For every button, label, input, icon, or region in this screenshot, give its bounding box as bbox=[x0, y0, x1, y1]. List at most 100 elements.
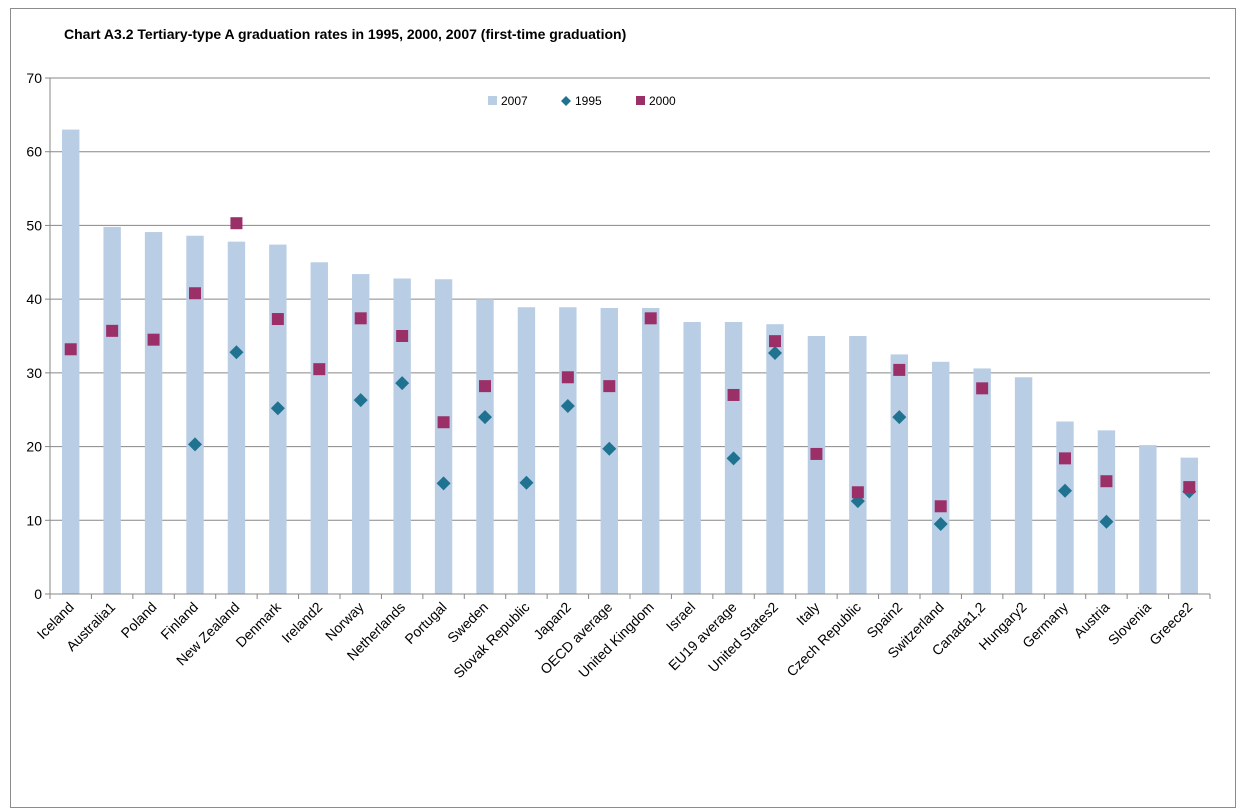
bar-2007 bbox=[269, 244, 287, 594]
marker-1995 bbox=[1099, 514, 1114, 529]
y-tick-label: 20 bbox=[26, 439, 42, 455]
category-label: Poland bbox=[118, 599, 160, 641]
marker-2000 bbox=[147, 333, 160, 346]
marker-2000 bbox=[1059, 452, 1071, 465]
marker-2000 bbox=[189, 287, 201, 300]
marker-2000 bbox=[976, 382, 989, 395]
marker-2000 bbox=[313, 363, 326, 376]
marker-1995 bbox=[436, 476, 451, 491]
category-label: Portugal bbox=[401, 599, 449, 647]
category-label: Ireland2 bbox=[278, 599, 325, 646]
marker-2000 bbox=[644, 312, 657, 325]
bar-2007 bbox=[62, 129, 80, 594]
bar-2007 bbox=[393, 278, 411, 594]
y-axis-ticks: 0 10 20 30 40 50 60 70 bbox=[26, 70, 42, 602]
bar-2007 bbox=[434, 279, 453, 594]
bar-2007 bbox=[310, 262, 328, 594]
bar-series-2007 bbox=[62, 129, 1198, 594]
bar-2007 bbox=[973, 368, 991, 594]
marker-2000 bbox=[727, 388, 740, 401]
chart-title: Chart A3.2 Tertiary-type A graduation ra… bbox=[64, 26, 627, 42]
marker-2000 bbox=[106, 324, 119, 337]
legend-swatch-2000 bbox=[636, 96, 645, 105]
bar-2007 bbox=[890, 354, 908, 594]
category-label: Greece2 bbox=[1146, 599, 1195, 648]
gridlines bbox=[50, 77, 1210, 521]
bar-2007 bbox=[352, 274, 370, 594]
marker-1995 bbox=[519, 475, 534, 490]
marker-1995 bbox=[768, 345, 782, 360]
category-label: Denmark bbox=[233, 598, 285, 650]
bar-2007 bbox=[103, 226, 121, 594]
category-label: Italy bbox=[793, 599, 822, 628]
marker-1995 bbox=[560, 399, 575, 414]
legend-label-2007: 2007 bbox=[501, 94, 528, 108]
bar-2007 bbox=[144, 232, 163, 594]
category-label: Slovak Republic bbox=[450, 599, 532, 681]
marker-2000 bbox=[271, 313, 284, 326]
bar-2007 bbox=[1097, 430, 1116, 594]
legend-label-2000: 2000 bbox=[649, 94, 676, 108]
bar-2007 bbox=[1139, 445, 1157, 594]
category-label: Czech Republic bbox=[783, 599, 864, 680]
bar-2007 bbox=[186, 235, 204, 594]
marker-2000 bbox=[1183, 481, 1196, 494]
marker-2000 bbox=[479, 380, 491, 393]
bar-2007 bbox=[932, 361, 950, 594]
marker-2000 bbox=[851, 486, 864, 499]
marker-2000 bbox=[561, 371, 574, 384]
marker-2000 bbox=[934, 500, 947, 513]
y-tick-label: 70 bbox=[26, 70, 42, 86]
marker-2000 bbox=[437, 416, 450, 429]
marker-1995 bbox=[229, 345, 244, 360]
marker-1995 bbox=[602, 441, 617, 456]
marker-1995 bbox=[395, 376, 410, 391]
marker-2000 bbox=[396, 330, 409, 342]
marker-1995 bbox=[188, 437, 202, 452]
marker-2000 bbox=[230, 217, 243, 230]
marker-2000 bbox=[893, 363, 906, 376]
marker-2000 bbox=[603, 380, 616, 393]
marker-2000 bbox=[1100, 475, 1113, 488]
marker-2000 bbox=[354, 312, 367, 325]
marker-1995 bbox=[892, 410, 907, 425]
bar-2007 bbox=[1014, 377, 1033, 594]
marker-2000 bbox=[64, 343, 77, 356]
y-tick-label: 10 bbox=[26, 512, 42, 528]
bar-2007 bbox=[559, 307, 577, 594]
legend-swatch-2007 bbox=[488, 96, 497, 105]
marker-1995 bbox=[933, 516, 948, 531]
marker-2000 bbox=[810, 447, 823, 460]
marker-1995 bbox=[726, 451, 741, 466]
category-label: Germany bbox=[1019, 599, 1071, 651]
legend-swatch-1995 bbox=[561, 96, 571, 106]
category-label: Slovenia bbox=[1105, 599, 1154, 648]
bar-2007 bbox=[849, 336, 867, 594]
bar-2007 bbox=[1056, 421, 1074, 594]
category-label: Israel bbox=[663, 599, 699, 635]
bar-2007 bbox=[642, 307, 660, 594]
y-tick-label: 0 bbox=[34, 586, 42, 602]
y-tick-label: 40 bbox=[26, 291, 42, 307]
bar-2007 bbox=[683, 321, 701, 594]
y-tick-label: 30 bbox=[26, 365, 42, 381]
y-tick-label: 60 bbox=[26, 144, 42, 160]
marker-1995 bbox=[478, 410, 492, 425]
marker-series-1995 bbox=[188, 345, 1197, 531]
bar-2007 bbox=[766, 324, 784, 594]
category-label: OECD average bbox=[537, 599, 616, 678]
bar-2007 bbox=[1180, 457, 1198, 594]
category-label: United Kingdom bbox=[575, 599, 657, 681]
bar-2007 bbox=[807, 336, 826, 594]
marker-series-2000 bbox=[64, 217, 1196, 513]
bar-2007 bbox=[517, 307, 536, 594]
marker-1995 bbox=[353, 393, 368, 408]
marker-2000 bbox=[769, 335, 781, 348]
marker-1995 bbox=[270, 401, 285, 416]
legend: 2007 1995 2000 bbox=[488, 94, 676, 108]
legend-label-1995: 1995 bbox=[575, 94, 602, 108]
bar-2007 bbox=[227, 241, 246, 594]
marker-1995 bbox=[1058, 483, 1072, 498]
